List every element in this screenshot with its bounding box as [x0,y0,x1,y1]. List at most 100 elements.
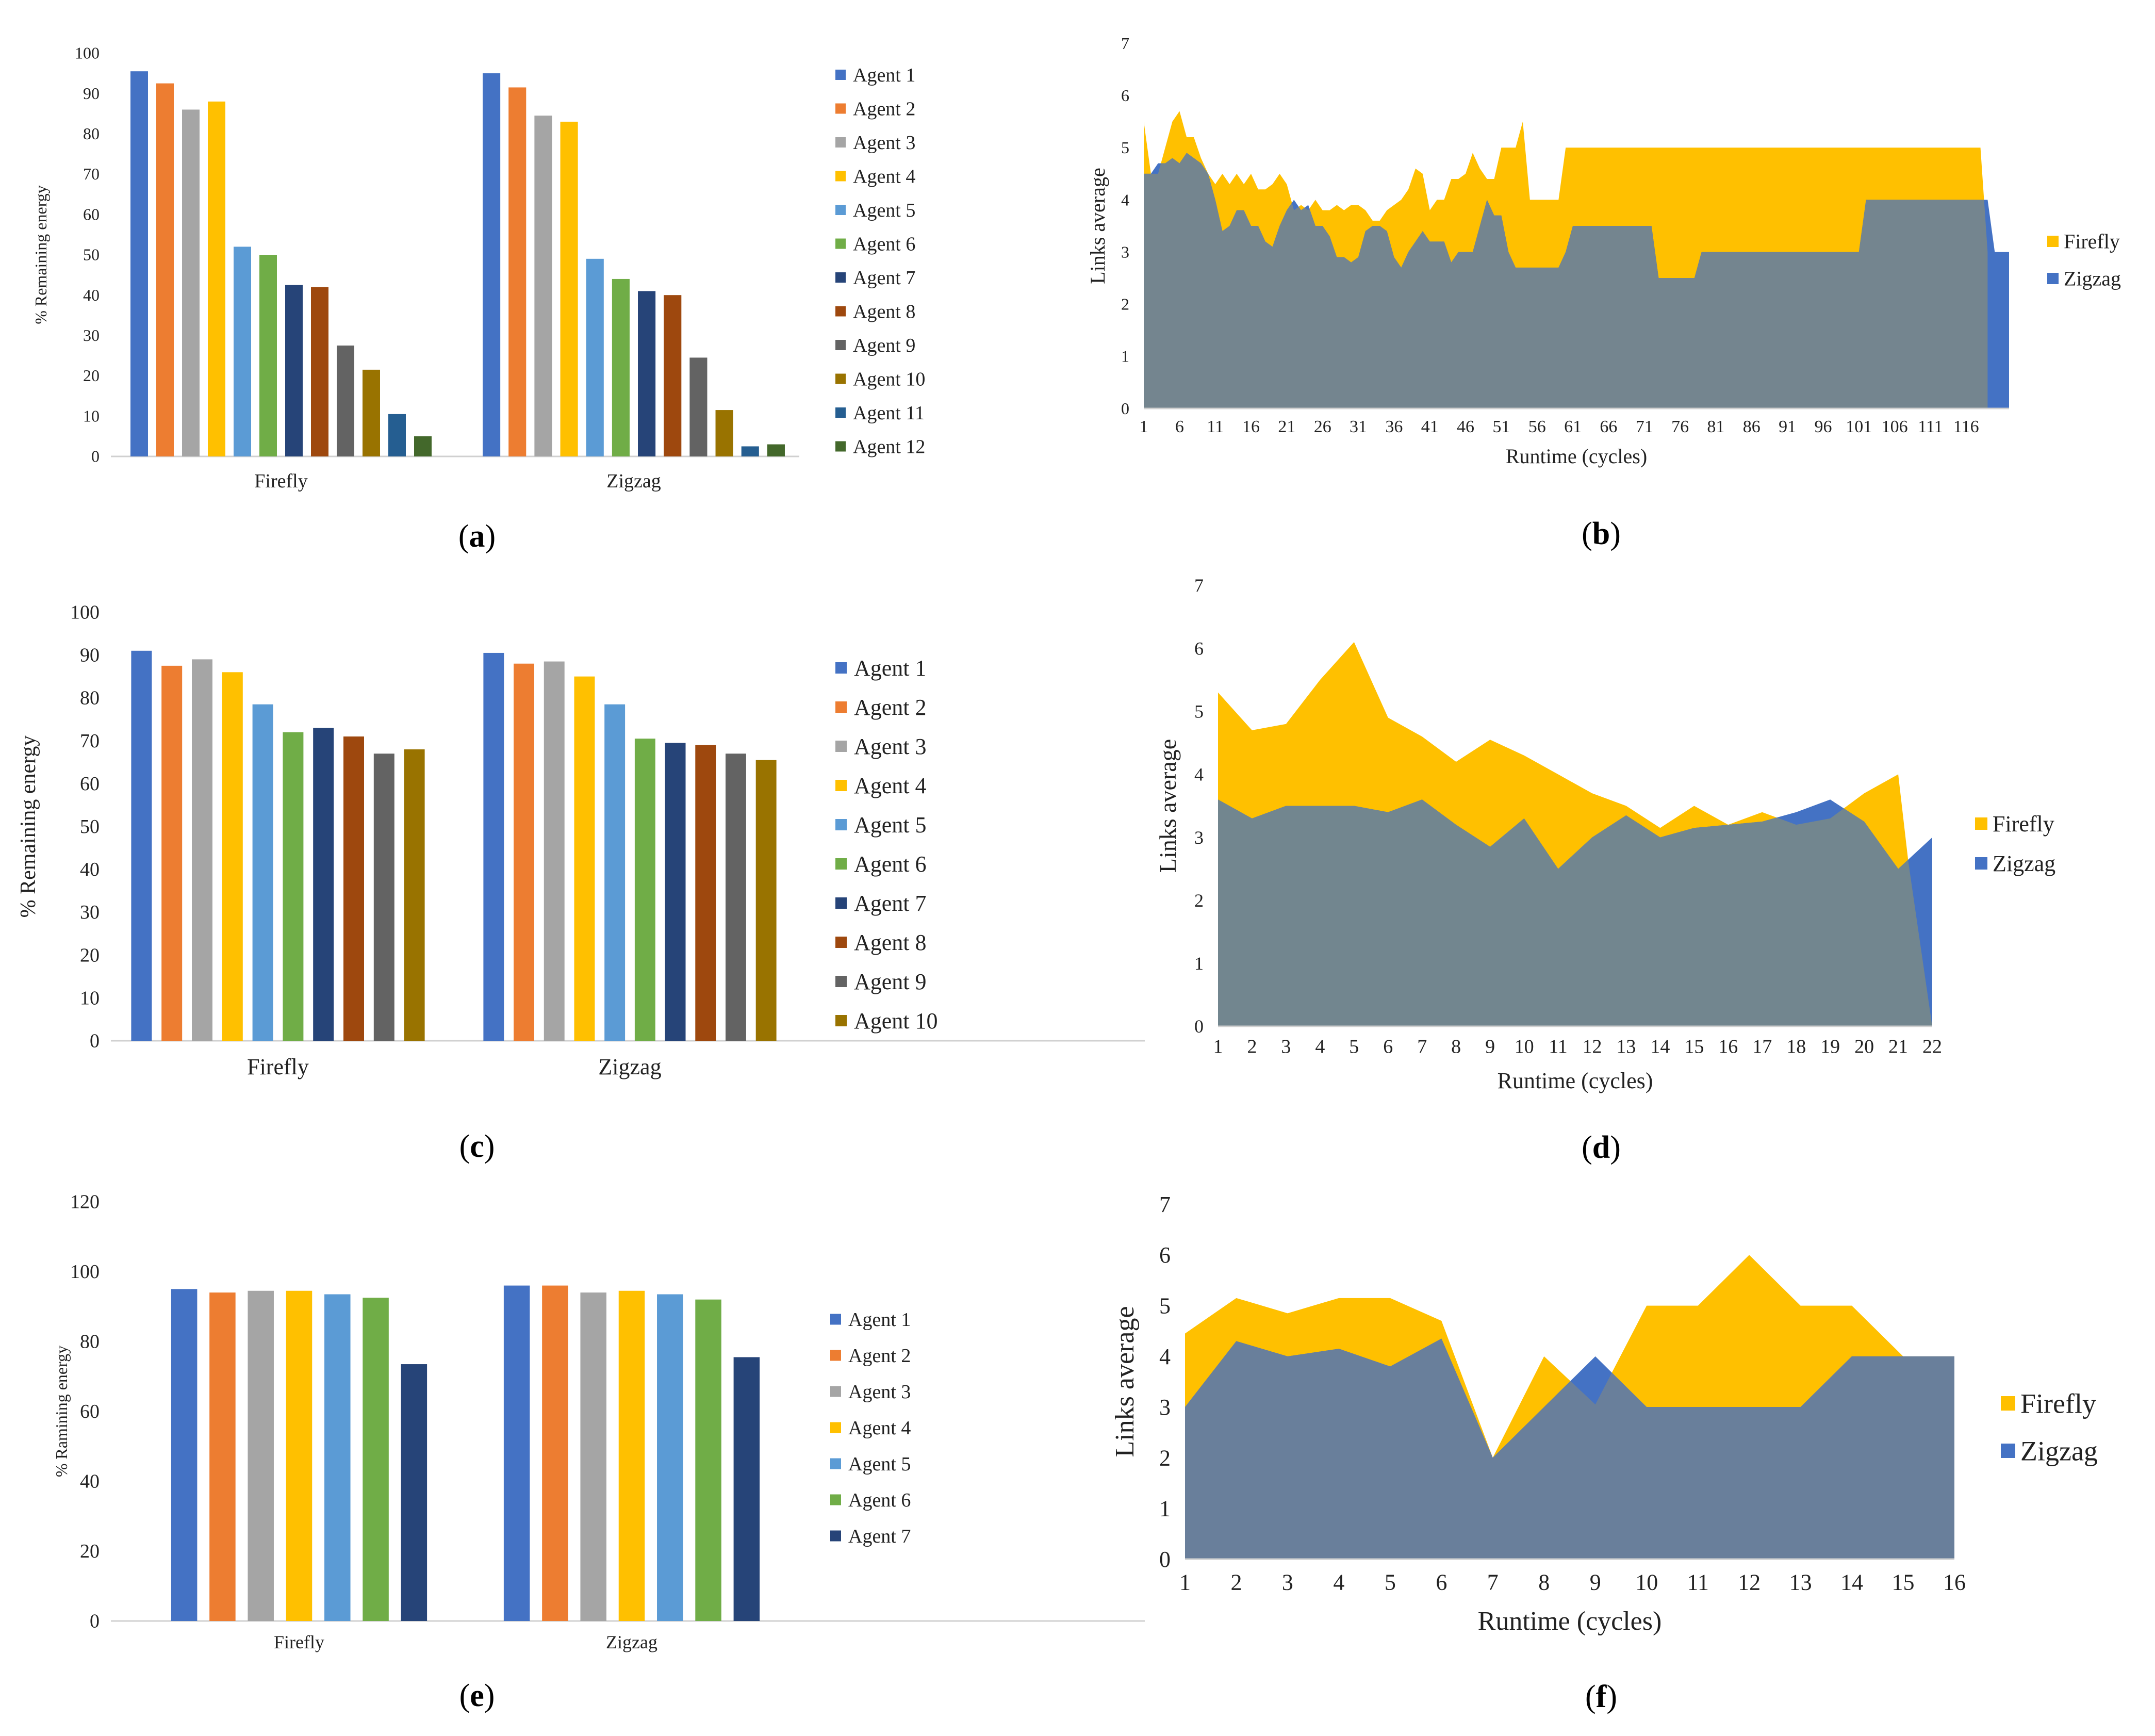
legend-label: Agent 5 [853,200,915,221]
category-label: Zigzag [598,1054,661,1079]
y-tick-label: 40 [83,286,100,304]
x-tick-label: 7 [1487,1569,1499,1595]
y-tick-label: 90 [80,645,100,666]
legend-label: Agent 2 [853,98,915,120]
panel-caption: (e) [459,1678,495,1713]
x-tick-label: 86 [1743,417,1761,436]
x-tick-label: 10 [1635,1569,1658,1595]
x-tick-label: 11 [1207,417,1224,436]
legend-label: Agent 3 [854,734,927,759]
bar-agent-11-firefly [388,414,406,456]
legend-label: Agent 3 [848,1381,911,1403]
legend-swatch [835,441,846,452]
y-tick-label: 1 [1159,1496,1171,1521]
bar-agent-11-zigzag [741,446,759,456]
y-tick-label: 3 [1159,1395,1171,1420]
legend-swatch [835,741,847,752]
bar-agent-2-firefly [156,83,174,456]
x-tick-label: 1 [1179,1569,1191,1595]
bar-agent-2-firefly [161,665,183,1041]
legend-label: Agent 4 [853,166,915,187]
legend-swatch [2047,236,2059,247]
legend-swatch [1975,817,1987,830]
bar-agent-12-firefly [414,436,432,456]
legend-label: Agent 8 [853,301,915,322]
bar-agent-1-firefly [171,1289,198,1621]
legend-label: Firefly [1993,811,2054,837]
x-tick-label: 15 [1684,1036,1704,1057]
bar-agent-4-zigzag [618,1290,645,1621]
category-label: Firefly [254,470,307,492]
bar-agent-1-firefly [130,71,148,456]
x-tick-label: 9 [1485,1036,1495,1057]
y-tick-label: 5 [1121,138,1129,157]
y-tick-label: 30 [83,326,100,345]
legend-swatch [830,1422,841,1433]
x-tick-label: 16 [1242,417,1260,436]
x-tick-label: 46 [1457,417,1474,436]
legend-label: Firefly [2064,230,2120,253]
bar-agent-6-firefly [363,1298,389,1621]
x-tick-label: 19 [1820,1036,1840,1057]
y-tick-label: 1 [1194,953,1204,974]
x-tick-label: 76 [1671,417,1689,436]
legend-swatch [835,662,847,674]
y-axis-label: % Remaining energy [31,185,50,324]
bar-agent-1-zigzag [503,1285,530,1621]
legend-label: Agent 3 [853,132,915,154]
legend-swatch [835,171,846,182]
chart-c: 0 10 20 30 40 50 60 70 80 90 100 Firefly Zigzag % Rem… [17,602,1145,1164]
legend-swatch [835,373,846,384]
panel-letter: f [1596,1679,1607,1714]
y-tick-label: 90 [83,84,100,103]
legend-label: Agent 8 [854,930,927,955]
y-tick-label: 4 [1121,190,1129,209]
legend-swatch [835,701,847,713]
legend-label: Agent 6 [848,1489,911,1511]
legend-label: Agent 4 [848,1417,911,1439]
x-tick-label: 96 [1814,417,1832,436]
bar-agent-10-zigzag [715,410,733,456]
legend-swatch [835,306,846,317]
x-tick-label: 26 [1314,417,1331,436]
bar-agent-3-zigzag [534,116,552,456]
x-tick-label: 22 [1922,1036,1942,1057]
y-tick-label: 40 [80,1471,100,1493]
x-tick-label: 3 [1282,1569,1293,1595]
x-tick-label: 7 [1417,1036,1427,1057]
y-axis-label: % Ramining energy [52,1346,71,1477]
x-tick-label: 10 [1515,1036,1534,1057]
legend-swatch [835,780,847,791]
legend-swatch [835,340,846,350]
panel-caption: (f) [1585,1679,1617,1714]
x-tick-label: 101 [1846,417,1872,436]
y-tick-label: 120 [70,1191,100,1213]
legend-swatch [2001,1396,2015,1411]
y-tick-label: 50 [80,816,100,838]
legend-swatch [835,407,846,418]
x-tick-label: 6 [1175,417,1184,436]
y-tick-label: 70 [80,730,100,752]
bar-agent-9-firefly [337,345,354,456]
y-tick-label: 2 [1121,295,1129,314]
y-tick-label: 0 [1194,1016,1204,1037]
legend-label: Agent 11 [853,402,925,424]
legend-swatch [835,1015,847,1026]
legend-label: Agent 9 [853,335,915,356]
bar-agent-1-zigzag [483,652,504,1041]
bar-agent-2-firefly [209,1292,236,1621]
legend-label: Agent 6 [853,233,915,255]
legend-label: Agent 1 [853,64,915,86]
legend-swatch [830,1350,841,1361]
bar-agent-3-firefly [192,659,212,1041]
y-tick-label: 70 [83,165,100,183]
bar-agent-10-firefly [363,369,380,456]
x-tick-label: 16 [1943,1569,1966,1595]
y-tick-label: 20 [80,1541,100,1562]
panel-letter: c [470,1129,484,1164]
legend-label: Agent 10 [853,368,925,390]
x-axis-label: Runtime (cycles) [1498,1068,1653,1093]
legend-swatch [835,897,847,909]
legend-swatch [2001,1444,2015,1458]
